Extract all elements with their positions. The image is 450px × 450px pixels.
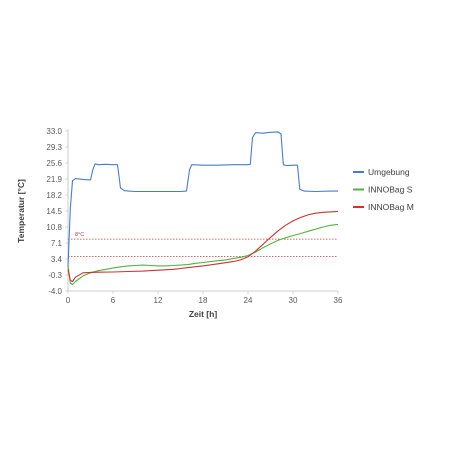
x-tick-label: 0 — [66, 296, 71, 305]
legend-label: INNOBag S — [368, 185, 413, 195]
y-tick-label: -4.0 — [48, 287, 62, 296]
series-line-innobag-s — [67, 223, 339, 286]
x-axis-title: Zeit [h] — [189, 309, 217, 319]
x-tick-label: 6 — [111, 296, 116, 305]
legend-label: Umgebung — [368, 167, 410, 177]
y-tick-label: 7.1 — [51, 239, 63, 248]
y-axis-title: Temperatur [°C] — [16, 179, 26, 243]
y-tick-label: 14.5 — [46, 207, 62, 216]
series-line-umgebung — [67, 131, 338, 268]
y-tick-label: 18.2 — [46, 191, 62, 200]
chart-axes: -4.0 -0.3 3.4 7.1 10.8 14.5 18.2 21.9 25.6 29.3 33… — [46, 127, 343, 305]
x-tick-label: 12 — [154, 296, 163, 305]
y-tick-label: 25.6 — [46, 159, 62, 168]
legend-label: INNOBag M — [368, 202, 414, 212]
x-tick-label: 30 — [289, 296, 298, 305]
series-line-innobag-m — [67, 210, 339, 283]
series-group — [67, 131, 339, 286]
y-tick-label: -0.3 — [48, 271, 62, 280]
y-tick-label: 10.8 — [46, 223, 62, 232]
y-tick-label: 33.0 — [46, 127, 62, 136]
y-tick-label: 29.3 — [46, 143, 62, 152]
x-tick-label: 18 — [199, 296, 208, 305]
x-tick-label: 36 — [334, 296, 343, 305]
y-tick-label: 3.4 — [51, 255, 63, 264]
y-tick-label: 21.9 — [46, 175, 62, 184]
reference-line-label: 8°C — [75, 232, 84, 238]
x-tick-label: 24 — [244, 296, 253, 305]
reference-lines: 8°C — [68, 232, 338, 257]
legend: Umgebung INNOBag S INNOBag M — [353, 167, 414, 212]
